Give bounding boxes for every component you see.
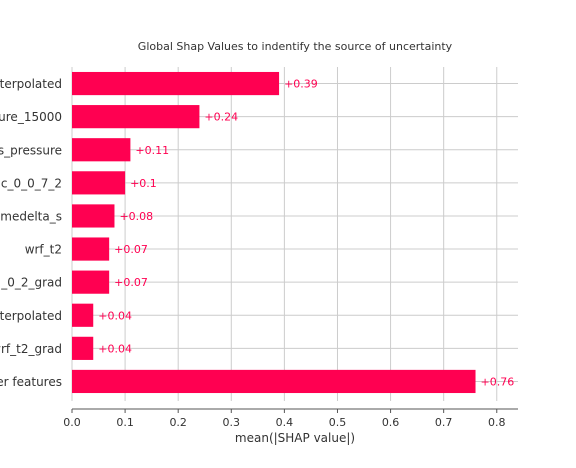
bar (72, 237, 110, 261)
x-tick-label: 0.2 (169, 416, 187, 429)
value-label: +0.08 (119, 210, 153, 223)
category-label: nterpolated (0, 309, 62, 323)
value-label: +0.07 (114, 276, 148, 289)
x-tick-label: 0.8 (488, 416, 506, 429)
bars (72, 71, 476, 394)
value-label: +0.07 (114, 243, 148, 256)
value-label: +0.04 (98, 309, 132, 322)
value-label: +0.1 (130, 177, 157, 190)
category-label: imedelta_s (0, 209, 62, 223)
category-label: c_0_0_7_2 (1, 176, 62, 190)
bar (72, 71, 280, 96)
value-labels: +0.39 +0.24 +0.11 +0.1 +0.08 +0.07 +0.07 +0.04 +… (98, 78, 514, 389)
x-axis-label: mean(|SHAP value|) (235, 431, 355, 445)
x-axis-ticks: 0.0 0.1 0.2 0.3 0.4 0.5 0.6 0.7 0.8 (63, 409, 506, 429)
value-label: +0.76 (481, 375, 515, 388)
value-label: +0.24 (204, 111, 238, 124)
x-tick-label: 0.0 (63, 416, 81, 429)
value-label: +0.39 (284, 78, 318, 91)
bar (72, 204, 115, 228)
category-label: _0_2_grad (0, 276, 62, 290)
category-label: ure_15000 (0, 110, 62, 124)
x-tick-label: 0.3 (223, 416, 241, 429)
category-label: wrf_t2 (25, 243, 62, 257)
category-label: wrf_t2_grad (0, 342, 62, 356)
x-tick-label: 0.5 (329, 416, 347, 429)
category-label: er features (0, 375, 62, 389)
x-tick-label: 0.6 (382, 416, 400, 429)
chart-title: Global Shap Values to indentify the sour… (138, 40, 453, 53)
category-label: s_pressure (0, 143, 62, 157)
x-tick-label: 0.4 (276, 416, 294, 429)
bar (72, 369, 476, 394)
value-label: +0.04 (98, 342, 132, 355)
bar (72, 336, 94, 360)
x-tick-label: 0.1 (116, 416, 134, 429)
value-label: +0.11 (135, 144, 169, 157)
bar (72, 171, 126, 195)
bar (72, 270, 110, 294)
category-label: nterpolated (0, 77, 62, 91)
x-tick-label: 0.7 (435, 416, 453, 429)
bar (72, 138, 131, 162)
bar (72, 303, 94, 327)
bar (72, 105, 200, 129)
category-labels: nterpolated ure_15000 s_pressure c_0_0_7_2i… (0, 77, 62, 389)
